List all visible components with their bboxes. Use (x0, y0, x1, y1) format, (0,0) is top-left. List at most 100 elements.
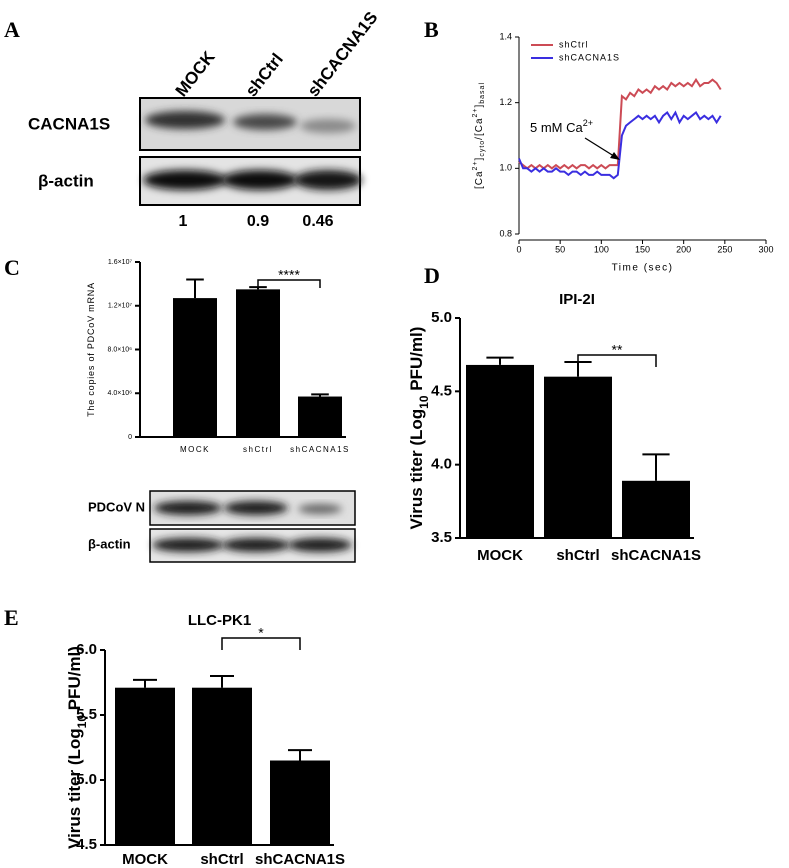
band (224, 501, 288, 515)
y-axis-label: Virus titer (Log10 PFU/ml) (407, 327, 431, 530)
error-bar (642, 453, 670, 481)
y-axis-label-part: Virus titer (Log (407, 409, 426, 530)
quantification: 0.9 (247, 213, 269, 230)
x-tick-label: 0 (516, 244, 521, 254)
y-axis-label: [Ca2+]cyto/[Ca2+]basal (472, 82, 486, 189)
x-tick-label: shCtrl (556, 547, 599, 564)
blot-c: PDCoV N β-actin (88, 490, 356, 563)
panel-label: B (424, 17, 439, 42)
bar (115, 687, 175, 845)
y-axis-label-part: 10 (75, 715, 89, 729)
annotation-part: 2+ (583, 118, 593, 128)
bar (544, 376, 612, 538)
x-tick-label: shCACNA1S (611, 547, 701, 564)
row-label: CACNA1S (28, 114, 110, 133)
chart-title: LLC-PK1 (188, 612, 251, 629)
bar (192, 687, 252, 845)
chart-title: IPI-2I (559, 291, 595, 308)
y-axis-label-part: /[Ca (474, 117, 485, 139)
significance-bracket (257, 279, 321, 288)
annotation-part: 5 mM Ca (530, 120, 584, 135)
bar (270, 760, 330, 845)
quantification: 0.46 (302, 213, 333, 230)
x-tick-label: 250 (717, 244, 732, 254)
band (152, 538, 224, 552)
error-bar (486, 356, 514, 365)
y-tick-label: 1.2 (499, 97, 512, 107)
band (300, 119, 356, 133)
y-tick-label: 5.5 (76, 706, 97, 723)
error-bar (186, 278, 204, 299)
y-axis-label-part: The copies of PDCoV mRNA (86, 282, 96, 417)
panel-label: E (4, 605, 19, 630)
row-label: β-actin (38, 171, 94, 190)
y-axis-label-part: [Ca (474, 170, 485, 189)
x-tick-label: 150 (635, 244, 650, 254)
y-tick-label: 1.2×10⁷ (108, 303, 133, 310)
bar (173, 298, 217, 437)
quantification: 1 (179, 213, 188, 230)
line-series (518, 77, 722, 170)
y-axis-label-part: ] (474, 157, 485, 161)
band (233, 114, 297, 130)
significance-label: ** (612, 342, 623, 358)
y-axis-label-part: PFU/ml) (407, 327, 426, 396)
panel-label: C (4, 255, 20, 280)
band (288, 538, 352, 552)
x-tick-label: shCACNA1S (290, 445, 350, 454)
x-tick-label: shCtrl (200, 851, 243, 868)
line-series (518, 110, 722, 180)
y-axis-label-part: cyto (479, 140, 486, 157)
y-tick-label: 4.0 (431, 456, 452, 473)
x-tick-label: 300 (758, 244, 773, 254)
y-axis-label-part: 2+ (472, 160, 479, 170)
lane-label: shCtrl (242, 50, 287, 100)
y-tick-label: 4.5 (431, 382, 452, 399)
y-tick-label: 5.0 (76, 771, 97, 788)
x-tick-label: MOCK (180, 445, 210, 454)
x-tick-label: 200 (676, 244, 691, 254)
panel-label: D (424, 263, 440, 288)
y-tick-label: 8.0×10⁶ (108, 346, 133, 353)
annotation: 5 mM Ca2+ (530, 118, 593, 135)
annotation-arrow (584, 137, 618, 159)
significance-bracket (221, 637, 301, 650)
x-tick-label: 100 (594, 244, 609, 254)
y-tick-label: 6.0 (76, 641, 97, 658)
y-axis-label-part: basal (479, 82, 486, 104)
legend-label: shCtrl (559, 39, 589, 49)
error-bar (133, 678, 157, 688)
bar (622, 480, 690, 538)
significance-bracket (577, 354, 657, 367)
bar (298, 396, 342, 437)
x-tick-label: shCtrl (243, 445, 273, 454)
y-tick-label: 3.5 (431, 529, 452, 546)
lane-label: MOCK (172, 47, 219, 100)
y-axis-label-part: 2+ (472, 108, 479, 118)
annotation-arrowhead (610, 152, 620, 160)
x-tick-label: 50 (555, 244, 565, 254)
y-tick-label: 5.0 (431, 309, 452, 326)
x-tick-label: MOCK (477, 547, 523, 564)
significance-label: **** (278, 267, 300, 283)
y-tick-label: 1.6×10⁷ (108, 259, 133, 266)
band (154, 501, 222, 515)
y-tick-label: 4.0×10⁶ (108, 390, 133, 397)
error-bar (210, 675, 234, 688)
band (143, 170, 227, 190)
y-tick-label: 0 (128, 434, 132, 441)
y-axis-label-part: 10 (417, 395, 431, 409)
y-axis-label-part: PFU/ml) (65, 646, 84, 715)
band (222, 538, 290, 552)
y-tick-label: 1.0 (499, 163, 512, 173)
bar (236, 289, 280, 437)
blot-a: MOCK shCtrl shCACNA1S CACNA1S β-actin 1 … (28, 8, 382, 230)
legend-label: shCACNA1S (559, 52, 620, 62)
x-tick-label: MOCK (122, 851, 168, 868)
band (294, 170, 362, 190)
row-label: β-actin (88, 536, 131, 551)
error-bar (311, 393, 329, 397)
lane-label: shCACNA1S (304, 8, 382, 100)
panel-label: A (4, 17, 20, 42)
